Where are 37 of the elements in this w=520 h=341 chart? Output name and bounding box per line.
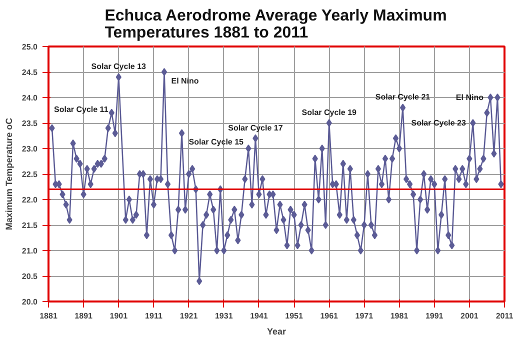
x-tick-label: 1991 bbox=[425, 312, 444, 320]
y-tick-label: 20.5 bbox=[22, 272, 38, 281]
annotation: Solar Cycle 19 bbox=[302, 108, 358, 117]
x-tick-label: 1891 bbox=[74, 312, 94, 320]
y-tick-label: 22.0 bbox=[22, 196, 38, 204]
y-tick-label: 22.5 bbox=[22, 170, 38, 179]
x-tick-label: 1941 bbox=[250, 312, 268, 320]
x-tick-label: 1981 bbox=[390, 312, 409, 320]
x-tick-label: 1961 bbox=[320, 312, 339, 320]
y-tick-label: 25.0 bbox=[22, 42, 38, 52]
y-tick-label: 24.5 bbox=[22, 68, 38, 77]
y-tick-label: 23.5 bbox=[22, 119, 38, 128]
annotation: Solar Cycle 17 bbox=[228, 123, 284, 132]
x-tick-label: 1921 bbox=[180, 312, 198, 320]
y-tick-label: 20.0 bbox=[22, 298, 38, 306]
x-axis-title: Year bbox=[266, 326, 287, 336]
annotation: Solar Cycle 15 bbox=[188, 138, 244, 147]
x-tick-label: 2011 bbox=[496, 312, 514, 320]
y-tick-label: 23.0 bbox=[22, 144, 38, 154]
y-tick-label: 24.0 bbox=[22, 94, 38, 102]
annotation: Solar Cycle 11 bbox=[54, 105, 109, 114]
annotation: Solar Cycle 23 bbox=[411, 118, 466, 128]
x-tick-label: 1881 bbox=[40, 312, 58, 320]
annotation: Solar Cycle 13 bbox=[91, 62, 147, 72]
annotation: El Nino bbox=[456, 93, 484, 102]
chart-title: Echuca Aerodrome Average Yearly Maximum Temperatures 1881 to 2011 bbox=[104, 8, 447, 42]
x-tick-label: 2001 bbox=[460, 312, 479, 320]
y-axis-title: Maximum Temperature oC bbox=[4, 117, 14, 230]
y-tick-label: 21.5 bbox=[22, 221, 38, 230]
annotation: El Nino bbox=[171, 76, 199, 86]
y-tick-label: 21.0 bbox=[22, 246, 38, 256]
x-tick-label: 1951 bbox=[285, 312, 304, 320]
x-tick-label: 1931 bbox=[214, 312, 234, 320]
x-tick-label: 1901 bbox=[110, 312, 128, 320]
x-tick-label: 1911 bbox=[145, 312, 163, 320]
annotation: Solar Cycle 21 bbox=[375, 92, 431, 102]
x-tick-label: 1971 bbox=[355, 312, 374, 320]
